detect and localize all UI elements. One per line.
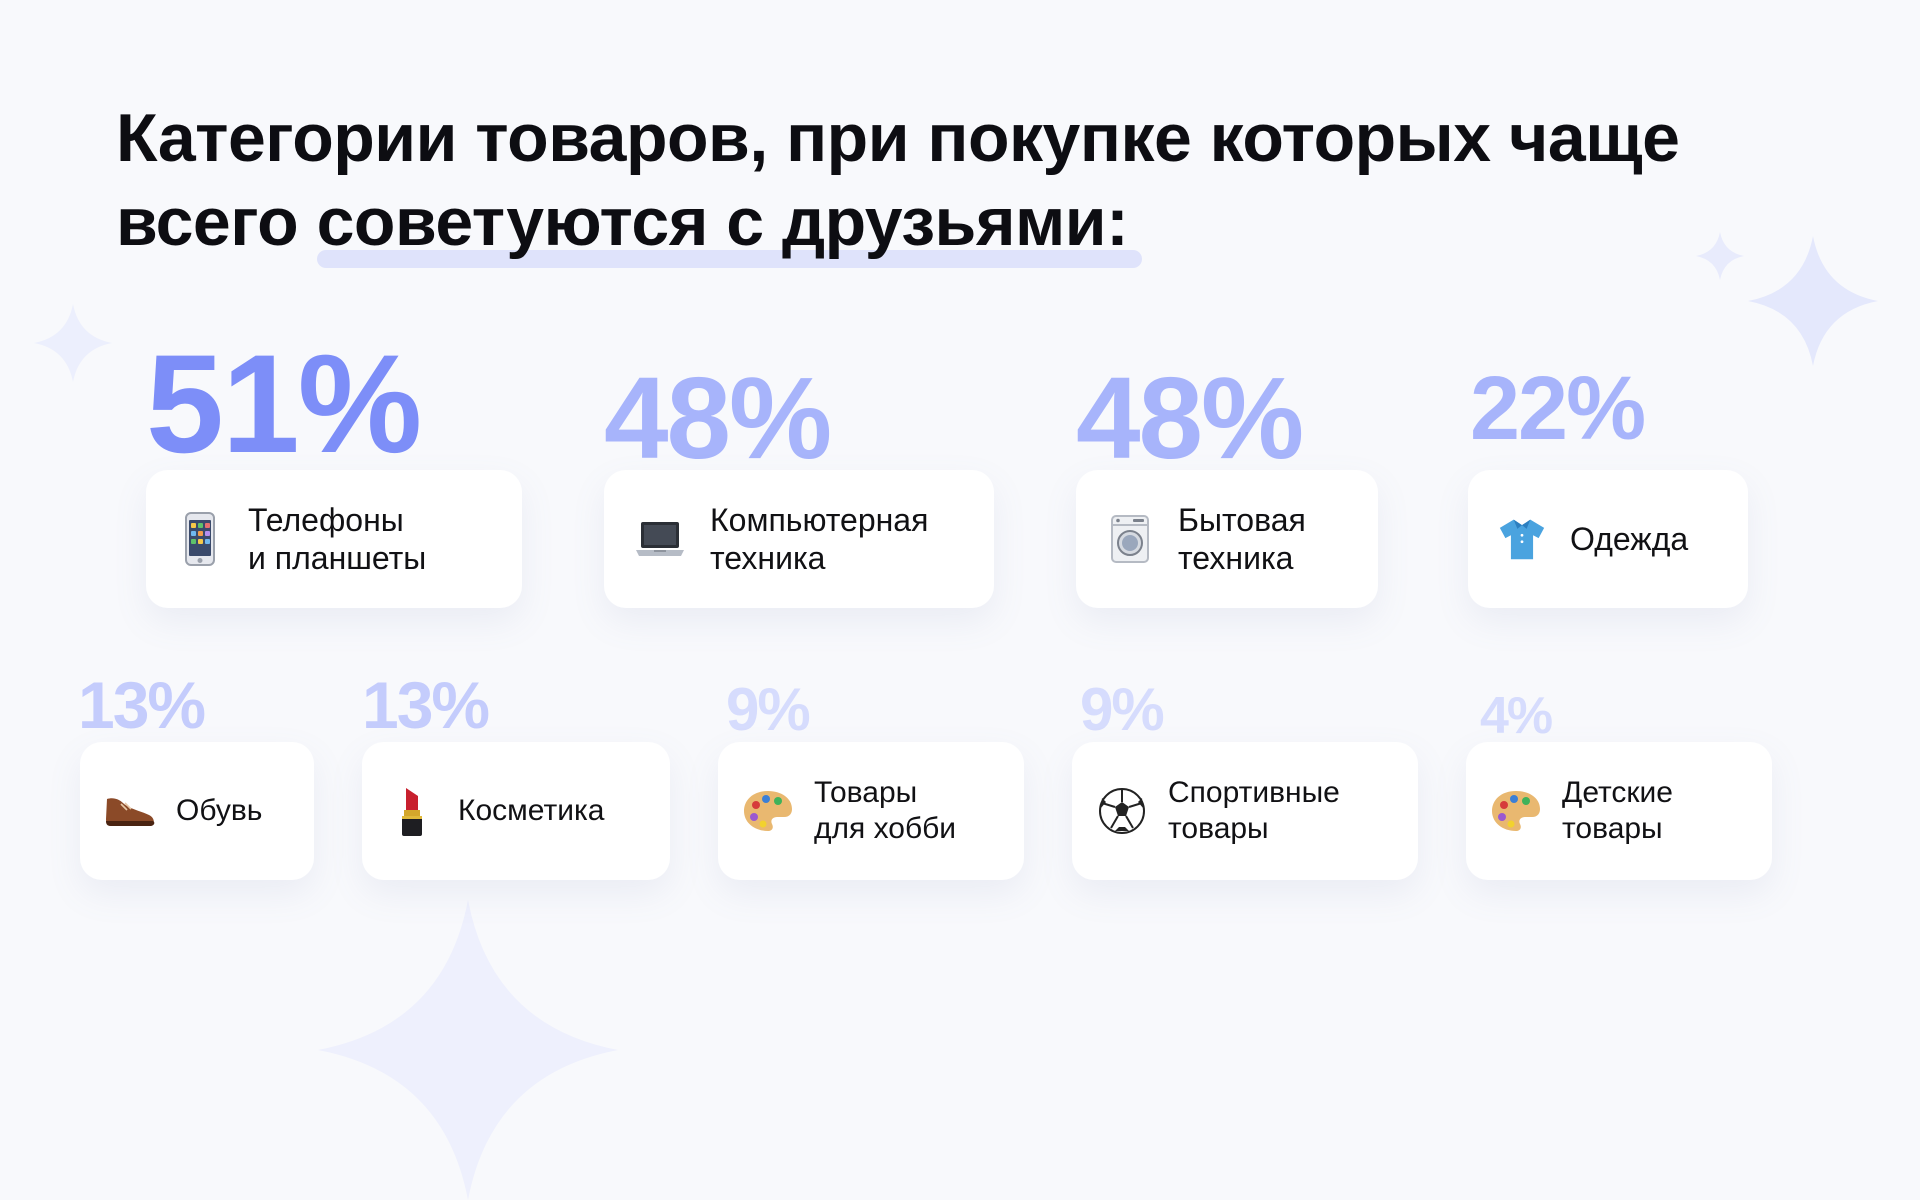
category-label: Товары для хобби [814, 776, 957, 845]
category-card: Детские товары [1466, 742, 1772, 880]
percent-value: 9% [1080, 676, 1165, 743]
mobile-phone-icon [176, 511, 224, 567]
category-card: Товары для хобби [718, 742, 1024, 880]
category-card: Одежда [1468, 470, 1748, 608]
sparkle-decoration-right-small [1696, 232, 1744, 280]
percent-value: 48% [1076, 353, 1304, 483]
category-label: Спортивные товары [1168, 776, 1340, 845]
category-card: Бытовая техника [1076, 470, 1378, 608]
category-label: Обувь [176, 794, 263, 827]
category-label: Бытовая техника [1178, 501, 1306, 576]
page-title: Категории товаров, при покупке которых ч… [116, 96, 1816, 268]
category-card: Телефоны и планшеты [146, 470, 522, 608]
category-label: Одежда [1570, 520, 1689, 557]
title-line-2-plain: всего [116, 184, 317, 260]
washing-machine-icon [1106, 511, 1154, 567]
palette-icon [740, 783, 796, 839]
sparkle-decoration-right-large [1748, 236, 1878, 366]
percent-value: 13% [78, 668, 206, 742]
category-label: Косметика [458, 794, 605, 827]
soccer-ball-icon [1094, 783, 1150, 839]
shoe-icon [102, 783, 158, 839]
category-label: Компьютерная техника [710, 501, 929, 576]
sparkle-decoration-left [34, 304, 112, 382]
percent-value: 9% [726, 676, 811, 743]
category-card: Спортивные товары [1072, 742, 1418, 880]
category-card: Косметика [362, 742, 670, 880]
laptop-icon [634, 511, 686, 567]
category-card: Обувь [80, 742, 314, 880]
percent-value: 22% [1470, 359, 1646, 459]
lipstick-icon [384, 783, 440, 839]
percent-value: 48% [604, 353, 832, 483]
sparkle-decoration-bottom [318, 900, 618, 1200]
category-label: Детские товары [1562, 776, 1673, 845]
category-card: Компьютерная техника [604, 470, 994, 608]
percent-value: 51% [146, 325, 422, 482]
title-highlight: советуются с друзьями: [316, 180, 1142, 268]
percent-value: 13% [362, 668, 490, 742]
shirt-icon [1498, 511, 1546, 567]
category-label: Телефоны и планшеты [248, 501, 427, 576]
percent-value: 4% [1480, 687, 1553, 745]
palette-icon [1488, 783, 1544, 839]
title-line-1: Категории товаров, при покупке которых ч… [116, 100, 1680, 176]
